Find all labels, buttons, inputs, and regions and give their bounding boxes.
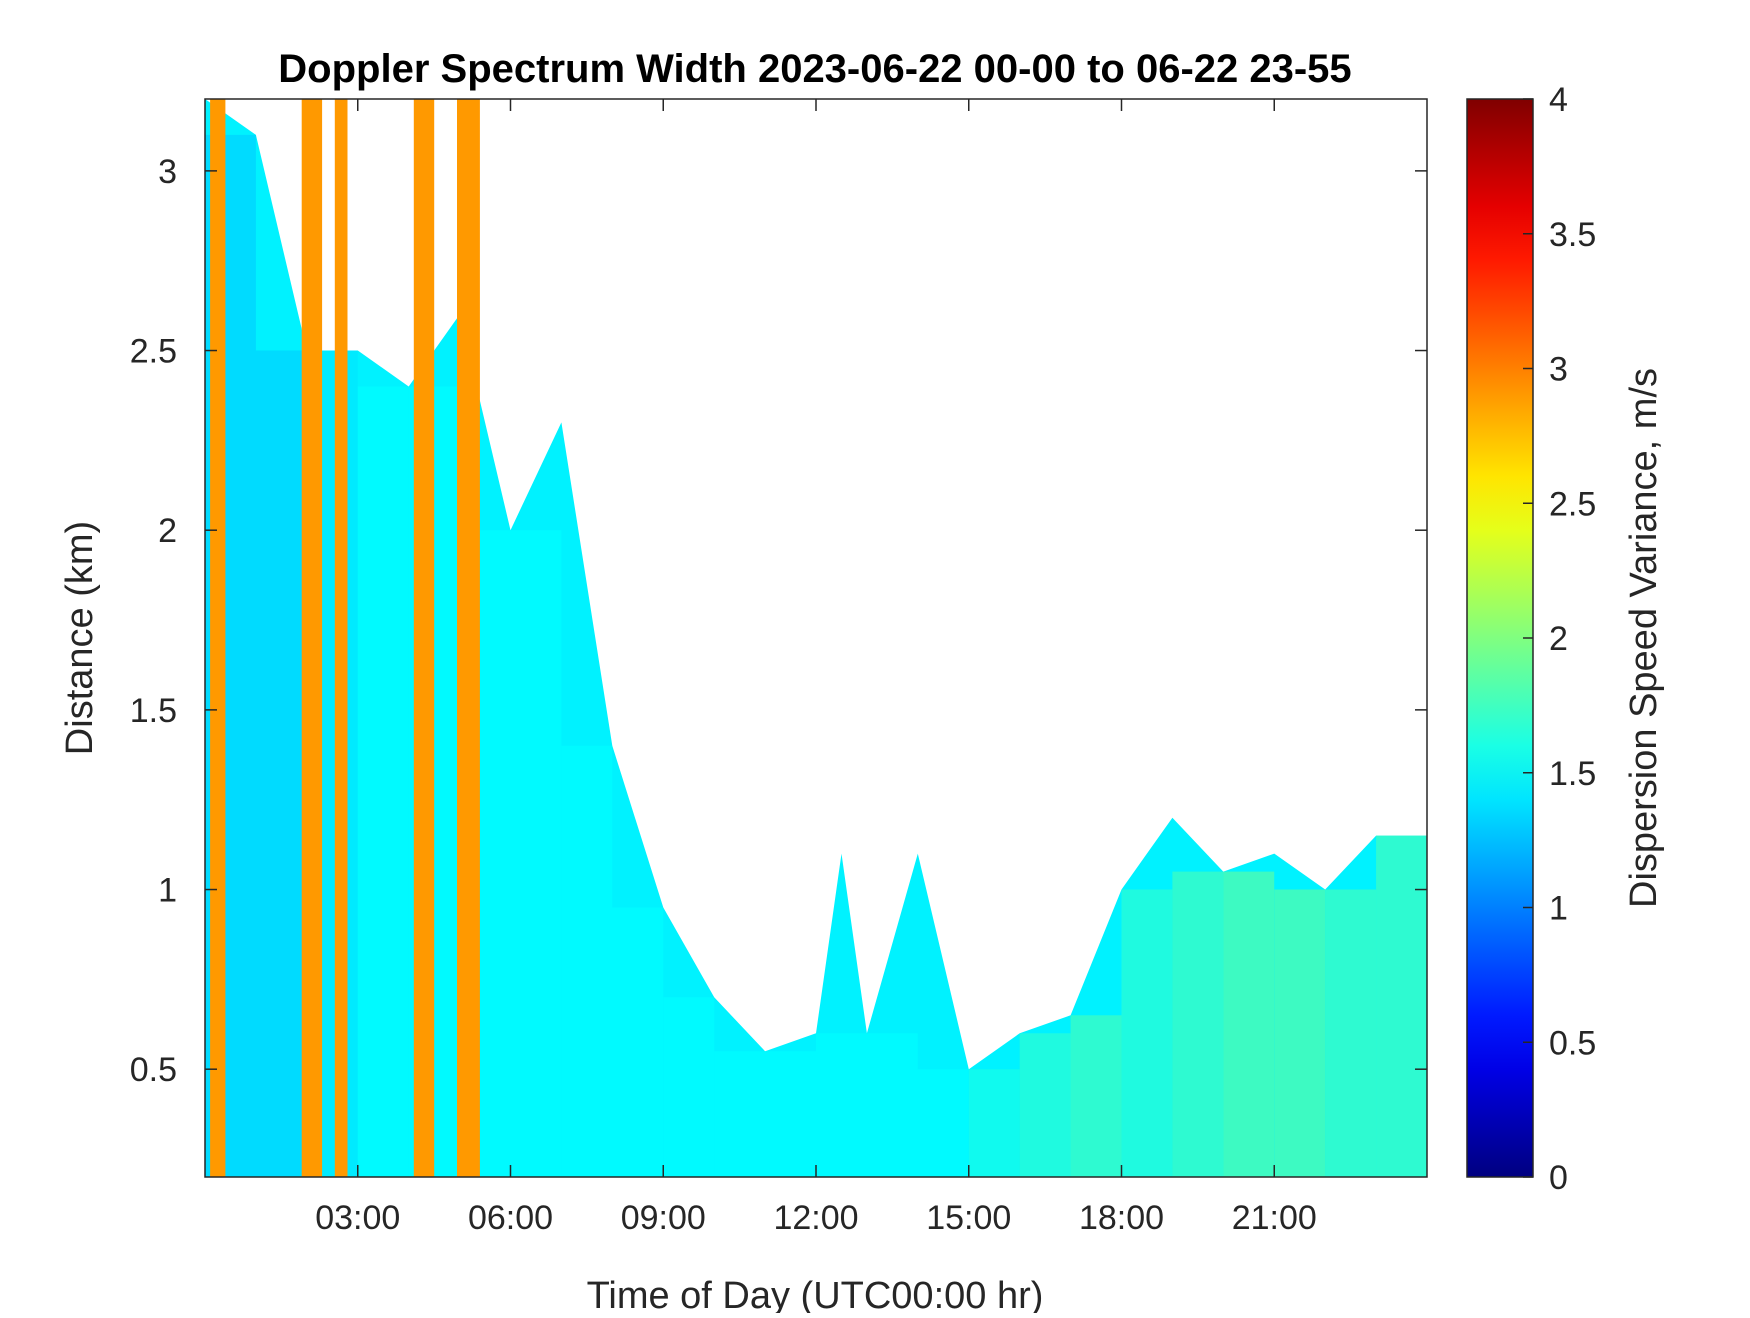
plot-area (205, 99, 1427, 1177)
echo-column (663, 997, 715, 1177)
x-tick-label: 15:00 (926, 1199, 1011, 1237)
saturated-band (210, 99, 226, 1177)
colorbar-tick-label: 1 (1549, 890, 1568, 928)
echo-column (1376, 835, 1427, 1177)
saturated-band (457, 99, 480, 1177)
echo-column (1325, 889, 1377, 1177)
x-tick-label: 09:00 (621, 1199, 706, 1237)
y-tick-label: 2.5 (130, 333, 177, 371)
echo-column (255, 350, 307, 1177)
colorbar-tick-label: 3.5 (1549, 216, 1596, 254)
y-axis-ticks: 0.5 1 1.5 2 2.5 3 (130, 153, 1427, 1089)
echo-column (1274, 889, 1326, 1177)
y-tick-label: 0.5 (130, 1051, 177, 1089)
x-axis-label: Time of Day (UTC00:00 hr) (587, 1275, 1044, 1313)
y-axis-label: Distance (km) (59, 521, 101, 755)
echo-column (1223, 871, 1275, 1177)
saturated-band (301, 99, 323, 1177)
echo-column (765, 1051, 816, 1177)
echo-column (561, 745, 613, 1177)
x-tick-label: 21:00 (1232, 1199, 1317, 1237)
colorbar-tick-label: 1.5 (1549, 755, 1596, 793)
x-tick-label: 03:00 (315, 1199, 400, 1237)
x-tick-label: 18:00 (1079, 1199, 1164, 1237)
colorbar-tick-label: 0 (1549, 1159, 1568, 1197)
y-tick-label: 1 (158, 872, 177, 910)
colorbar (1466, 98, 1534, 1178)
colorbar-ticks: 0 0.5 1 1.5 2 2.5 3 3.5 4 (1523, 81, 1596, 1197)
x-tick-label: 06:00 (468, 1199, 553, 1237)
colorbar-tick-label: 0.5 (1549, 1024, 1596, 1062)
echo-column (1121, 889, 1173, 1177)
echo-column (1019, 1033, 1071, 1177)
colorbar-label: Dispersion Speed Variance, m/s (1623, 368, 1665, 908)
echo-column (816, 1033, 842, 1177)
echo-column (612, 907, 664, 1177)
y-tick-label: 3 (158, 153, 177, 191)
y-tick-label: 2 (158, 512, 177, 550)
echo-column (357, 386, 409, 1177)
echo-column (1070, 1015, 1122, 1177)
colorbar-tick-label: 2.5 (1549, 485, 1596, 523)
saturated-band (334, 99, 348, 1177)
colorbar-tick-label: 3 (1549, 351, 1568, 389)
echo-column (510, 530, 562, 1177)
colorbar-tick-label: 4 (1549, 81, 1568, 119)
colorbar-tick-label: 2 (1549, 620, 1568, 658)
echo-column (866, 1033, 918, 1177)
echo-column (968, 1069, 1020, 1177)
x-axis-ticks: 03:00 06:00 09:00 12:00 15:00 18:00 21:00 (315, 99, 1317, 1237)
y-tick-label: 1.5 (130, 692, 177, 730)
echo-column (917, 1069, 969, 1177)
saturated-band (413, 99, 435, 1177)
echo-column (841, 1033, 867, 1177)
echo-column (714, 1051, 766, 1177)
chart-title: Doppler Spectrum Width 2023-06-22 00-00 … (278, 47, 1351, 91)
x-tick-label: 12:00 (773, 1199, 858, 1237)
echo-column (1172, 871, 1224, 1177)
